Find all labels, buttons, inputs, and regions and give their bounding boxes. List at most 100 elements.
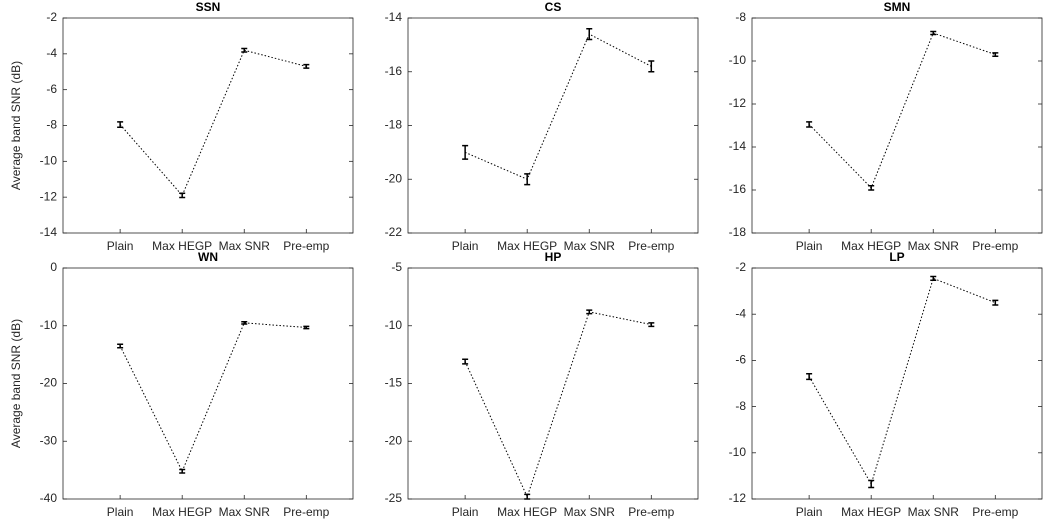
subplot-title: LP xyxy=(889,250,904,264)
plot-frame xyxy=(751,267,1043,500)
x-tick-label: Pre-emp xyxy=(972,239,1018,253)
x-tick-label: Max SNR xyxy=(908,505,960,519)
x-tick-label: Plain xyxy=(796,505,823,519)
error-bar xyxy=(524,173,531,186)
error-bar xyxy=(462,358,469,365)
error-bar xyxy=(241,320,248,325)
y-tick-label: -10 xyxy=(729,53,747,67)
x-tick-label: Max HEGP xyxy=(152,505,212,519)
y-tick-label: -18 xyxy=(729,225,747,239)
x-tick-label: Pre-emp xyxy=(283,505,329,519)
y-tick-label: -16 xyxy=(385,64,403,78)
error-bar xyxy=(868,479,875,489)
error-bar xyxy=(992,52,999,58)
y-tick-label: -20 xyxy=(40,376,58,390)
plot-frame xyxy=(62,17,354,234)
plot-frame xyxy=(407,17,699,234)
y-tick-label: -5 xyxy=(391,260,402,274)
y-tick-label: -6 xyxy=(735,353,746,367)
error-bar xyxy=(586,309,593,315)
plot-frame xyxy=(62,267,354,500)
y-tick-label: -14 xyxy=(729,139,747,153)
y-tick-label: -10 xyxy=(729,445,747,459)
subplot-title: SSN xyxy=(196,0,221,14)
y-tick-label: 0 xyxy=(50,260,57,274)
x-tick-label: Max HEGP xyxy=(497,505,557,519)
x-tick-label: Plain xyxy=(452,239,479,253)
error-bar xyxy=(868,184,875,191)
y-tick-label: -16 xyxy=(729,182,747,196)
x-tick-label: Plain xyxy=(107,505,134,519)
y-axis-label: Average band SNR (dB) xyxy=(9,319,23,448)
y-tick-label: -12 xyxy=(729,96,747,110)
error-bar xyxy=(303,325,310,330)
y-axis-label: Average band SNR (dB) xyxy=(9,61,23,190)
y-tick-label: -4 xyxy=(46,46,57,60)
x-tick-label: Max HEGP xyxy=(497,239,557,253)
plot-frame xyxy=(751,17,1043,234)
y-tick-label: -10 xyxy=(40,154,58,168)
error-bar xyxy=(806,121,813,128)
x-tick-label: Max SNR xyxy=(564,239,616,253)
error-bar xyxy=(806,373,813,381)
x-tick-label: Plain xyxy=(107,239,134,253)
subplot-title: HP xyxy=(545,250,562,264)
y-tick-label: -2 xyxy=(46,10,57,24)
x-tick-label: Plain xyxy=(452,505,479,519)
data-line xyxy=(464,311,652,499)
error-bar xyxy=(179,468,186,474)
y-tick-label: -18 xyxy=(385,118,403,132)
data-line xyxy=(808,277,996,486)
y-tick-label: -30 xyxy=(40,433,58,447)
error-bar xyxy=(179,192,186,199)
x-tick-label: Pre-emp xyxy=(628,239,674,253)
y-tick-label: -40 xyxy=(40,491,58,505)
y-tick-label: -14 xyxy=(385,10,403,24)
x-tick-label: Pre-emp xyxy=(283,239,329,253)
x-tick-label: Max SNR xyxy=(219,505,271,519)
error-bar xyxy=(117,343,124,349)
y-tick-label: -25 xyxy=(385,491,403,505)
plot-frame xyxy=(407,267,699,500)
y-tick-label: -2 xyxy=(735,260,746,274)
x-tick-label: Max HEGP xyxy=(841,505,901,519)
error-bar xyxy=(648,322,655,328)
subplot-title: WN xyxy=(198,250,218,264)
y-tick-label: -22 xyxy=(385,225,403,239)
x-tick-label: Pre-emp xyxy=(628,505,674,519)
error-bar xyxy=(117,121,124,129)
x-tick-label: Max SNR xyxy=(564,505,616,519)
y-tick-label: -12 xyxy=(729,491,747,505)
y-tick-label: -15 xyxy=(385,376,403,390)
x-tick-label: Max HEGP xyxy=(152,239,212,253)
x-tick-label: Max SNR xyxy=(219,239,271,253)
subplot-title: SMN xyxy=(884,0,911,14)
y-tick-label: -20 xyxy=(385,171,403,185)
y-tick-label: -8 xyxy=(46,118,57,132)
y-tick-label: -8 xyxy=(735,10,746,24)
y-tick-label: -12 xyxy=(40,189,58,203)
error-bar xyxy=(930,30,937,36)
data-line xyxy=(808,32,996,189)
error-bar xyxy=(462,144,469,160)
error-bar xyxy=(241,47,248,53)
error-bar xyxy=(586,28,593,41)
data-line xyxy=(119,49,307,197)
y-tick-label: -10 xyxy=(40,318,58,332)
y-tick-label: -20 xyxy=(385,433,403,447)
x-tick-label: Pre-emp xyxy=(972,505,1018,519)
x-tick-label: Max HEGP xyxy=(841,239,901,253)
y-tick-label: -10 xyxy=(385,318,403,332)
y-tick-label: -4 xyxy=(735,306,746,320)
x-tick-label: Plain xyxy=(796,239,823,253)
error-bar xyxy=(992,299,999,306)
data-line xyxy=(464,33,652,180)
error-bar xyxy=(303,63,310,69)
subplot-title: CS xyxy=(545,0,562,14)
x-tick-label: Max SNR xyxy=(908,239,960,253)
error-bar xyxy=(648,60,655,73)
error-bar xyxy=(524,493,531,500)
data-line xyxy=(119,322,307,473)
y-tick-label: -8 xyxy=(735,399,746,413)
